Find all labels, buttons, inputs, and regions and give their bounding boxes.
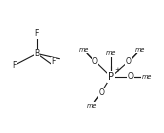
Text: F: F xyxy=(52,57,56,66)
Text: F: F xyxy=(35,29,39,38)
Text: +: + xyxy=(114,67,120,73)
Text: O: O xyxy=(127,72,133,81)
Text: P: P xyxy=(108,72,114,82)
Text: me: me xyxy=(106,51,116,57)
Text: B: B xyxy=(34,49,39,58)
Text: me: me xyxy=(78,47,89,53)
Text: O: O xyxy=(98,88,104,97)
Text: me: me xyxy=(141,74,152,80)
Text: me: me xyxy=(135,47,145,53)
Text: O: O xyxy=(92,57,98,66)
Text: me: me xyxy=(86,103,97,109)
Text: F: F xyxy=(12,61,16,70)
Text: O: O xyxy=(126,57,132,66)
